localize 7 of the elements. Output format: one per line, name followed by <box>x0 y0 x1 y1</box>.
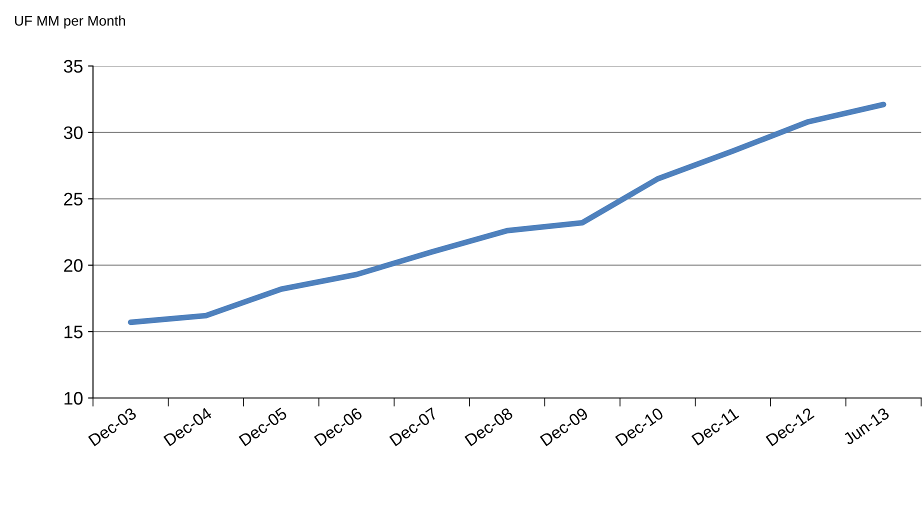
y-tick-label: 15 <box>64 326 83 338</box>
y-tick-label: 35 <box>64 60 83 73</box>
y-tick-label: 20 <box>64 259 83 272</box>
y-tick-label: 25 <box>64 192 83 206</box>
y-tick-label: 30 <box>64 126 83 140</box>
y-axis-title: UF MM per Month <box>15 16 126 28</box>
y-tick-label: 10 <box>64 392 83 405</box>
